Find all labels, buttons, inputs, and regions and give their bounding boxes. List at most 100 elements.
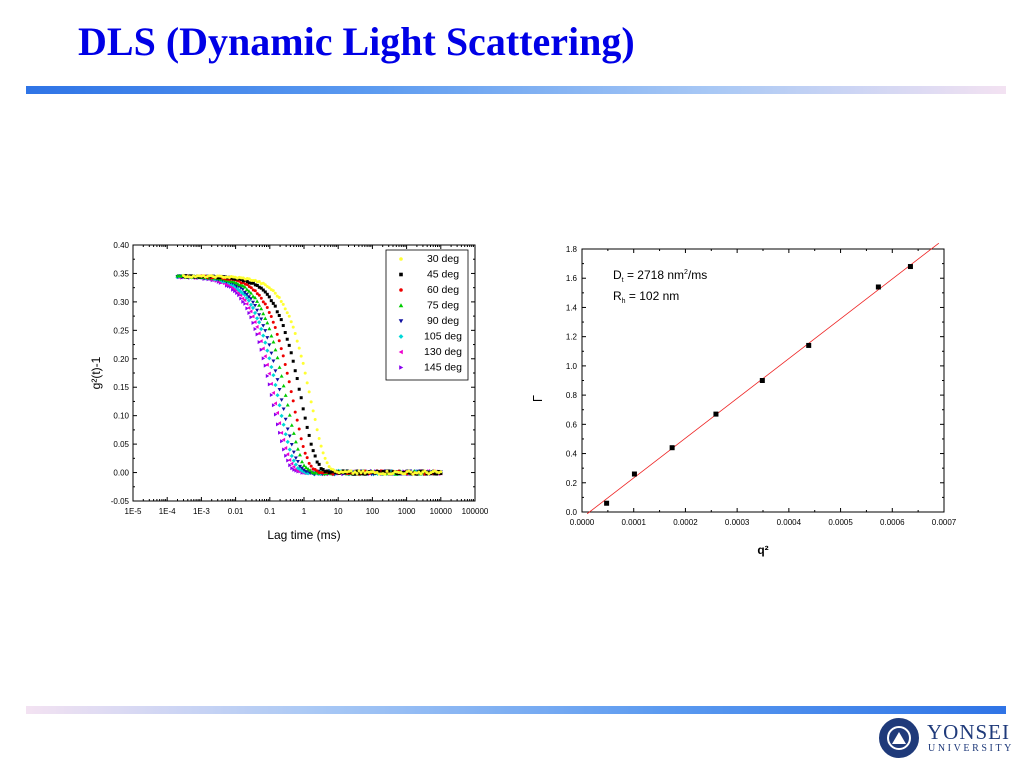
data-point: [323, 456, 327, 460]
data-point: [287, 413, 292, 417]
x-tick-label: 10: [334, 507, 343, 516]
x-tick-label: 0.1: [264, 507, 276, 516]
data-point: [253, 327, 258, 332]
data-point: [299, 396, 303, 400]
data-point: [303, 451, 307, 455]
data-point: [273, 369, 278, 373]
data-point: [277, 313, 281, 317]
data-point: [317, 462, 321, 466]
data-point: [279, 430, 284, 435]
data-point: [313, 454, 317, 458]
data-point: [242, 290, 247, 295]
data-point: [269, 299, 273, 303]
data-point: [287, 314, 291, 318]
data-point: [269, 381, 273, 386]
data-point: [307, 433, 311, 437]
data-point: [257, 280, 261, 284]
data-point: [355, 469, 359, 473]
data-point: [271, 403, 276, 408]
data-point: [253, 289, 257, 293]
x-tick-label: 0.0005: [828, 518, 853, 527]
data-point: [277, 387, 282, 392]
data-point: [297, 427, 301, 431]
y-tick-label: 0.05: [113, 440, 129, 449]
data-point: [248, 309, 253, 314]
data-point: [307, 461, 311, 465]
legend-label: 75 deg: [427, 300, 459, 312]
data-point: [279, 398, 284, 402]
data-point: [295, 460, 300, 464]
data-point: [235, 291, 239, 296]
data-point: [239, 277, 243, 281]
data-point: [301, 361, 305, 365]
logo-subtitle: UNIVERSITY: [928, 743, 1014, 754]
data-point: [267, 343, 272, 347]
data-point: [273, 291, 277, 295]
data-point: [297, 452, 302, 457]
x-tick-label: 0.0002: [673, 518, 698, 527]
data-point: [349, 469, 353, 473]
gamma-vs-q2-chart: 0.0 0.2 0.4 0.6 0.8 1.0 1.2 1.4 1.6 1.8 0.0000 0.00…: [530, 242, 957, 557]
data-point: [273, 401, 277, 406]
legend-label: 145 deg: [424, 362, 462, 374]
data-point: [234, 280, 239, 285]
data-point: [281, 383, 286, 388]
data-point: [285, 452, 290, 457]
data-point: [361, 469, 365, 473]
data-point: [713, 411, 719, 417]
data-point: [391, 472, 395, 476]
data-point: [285, 439, 290, 445]
annotation-text: Dt = 2718 nm2/ms: [613, 268, 707, 284]
legend-marker: [399, 288, 403, 292]
data-point: [257, 285, 261, 289]
data-point: [297, 346, 301, 350]
x-axis-label: Lag time (ms): [267, 528, 340, 542]
legend-label: 60 deg: [427, 284, 459, 296]
y-tick-label: 0.10: [113, 412, 129, 421]
data-point: [281, 354, 285, 358]
data-point: [331, 468, 335, 472]
legend-label: 130 deg: [424, 346, 462, 358]
legend-box: [385, 249, 469, 381]
data-point: [251, 281, 255, 285]
data-point: [287, 343, 291, 347]
data-point: [385, 469, 389, 473]
data-point: [383, 470, 387, 474]
data-point: [249, 315, 253, 320]
data-point: [283, 331, 287, 335]
legend-label: 30 deg: [427, 253, 459, 265]
data-point: [277, 365, 282, 369]
data-point: [357, 469, 361, 473]
data-point: [273, 412, 278, 417]
data-point: [297, 464, 302, 469]
legend-marker: [398, 303, 404, 308]
data-point: [271, 359, 276, 364]
data-point: [293, 369, 297, 373]
data-point: [259, 317, 264, 322]
data-point: [277, 339, 281, 343]
data-point: [299, 354, 303, 358]
data-point: [267, 382, 272, 387]
data-point: [259, 339, 263, 344]
data-point: [275, 393, 280, 398]
data-point: [285, 337, 289, 341]
data-point: [248, 291, 253, 295]
data-point: [217, 276, 221, 280]
data-point: [238, 293, 243, 298]
data-point: [806, 342, 812, 348]
data-point: [248, 297, 253, 301]
data-point: [259, 347, 264, 352]
x-tick-label: 1000: [398, 507, 416, 516]
data-point: [251, 320, 256, 325]
y-tick-label: 0.20: [113, 355, 129, 364]
data-point: [284, 453, 288, 458]
data-point: [273, 304, 277, 308]
data-point: [247, 281, 251, 285]
data-point: [255, 299, 260, 303]
data-point: [240, 287, 245, 292]
legend: 30 deg 45 deg 60 deg 75 deg 90 deg 105 deg 130…: [385, 249, 469, 381]
data-point: [287, 447, 292, 452]
data-point: [252, 310, 258, 316]
data-point: [325, 469, 329, 473]
data-point: [291, 450, 296, 455]
